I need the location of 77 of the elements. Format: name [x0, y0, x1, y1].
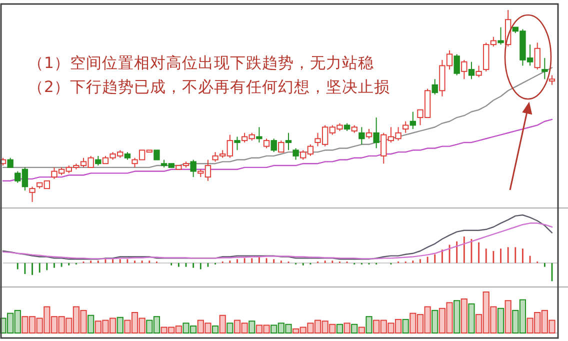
- bar: [344, 322, 350, 334]
- annotation: （1）空间位置相对高位出现下跌趋势，无力站稳: [28, 54, 374, 72]
- bar: [131, 312, 138, 334]
- bar: [410, 312, 416, 334]
- bar: [278, 322, 284, 334]
- bar: [548, 320, 556, 334]
- bar: [402, 318, 409, 334]
- bar: [468, 303, 475, 334]
- bar: [512, 310, 519, 334]
- bar: [424, 306, 431, 334]
- bar: [58, 316, 65, 334]
- bar: [373, 320, 380, 334]
- bar: [519, 299, 526, 334]
- bar: [292, 328, 300, 334]
- bar: [28, 316, 36, 334]
- bar: [36, 318, 43, 334]
- bar: [160, 326, 168, 334]
- bar: [285, 324, 292, 334]
- bar: [110, 318, 116, 334]
- bar: [366, 316, 372, 334]
- bar: [197, 320, 204, 334]
- bar: [50, 316, 58, 334]
- bar: [388, 322, 394, 334]
- bar: [94, 320, 102, 334]
- bar: [504, 300, 512, 334]
- bar: [314, 320, 322, 334]
- bar: [241, 322, 248, 334]
- bar: [102, 320, 109, 334]
- bar: [124, 320, 131, 334]
- bar: [300, 326, 306, 334]
- bar: [256, 324, 262, 334]
- bar: [146, 320, 153, 334]
- bar: [234, 320, 241, 334]
- bar: [168, 326, 175, 334]
- bar: [446, 302, 453, 334]
- bar: [190, 326, 197, 334]
- bar: [204, 322, 212, 334]
- bar: [526, 318, 534, 334]
- bar: [454, 300, 460, 334]
- annotation: （2）下行趋势已成，不必再有任何幻想，坚决止损: [28, 78, 390, 96]
- bar: [476, 314, 482, 334]
- bar: [138, 318, 146, 334]
- bar: [358, 326, 365, 334]
- bar: [175, 326, 182, 334]
- bar: [270, 324, 278, 334]
- bar: [248, 320, 256, 334]
- bar: [490, 306, 497, 334]
- bar: [153, 316, 160, 334]
- bar: [416, 314, 424, 334]
- bar: [541, 310, 548, 334]
- bar: [212, 326, 219, 334]
- bar: [88, 314, 94, 334]
- bar: [380, 320, 387, 334]
- bar: [219, 314, 226, 334]
- bar: [80, 310, 87, 334]
- bar: [351, 324, 358, 334]
- bar: [336, 324, 344, 334]
- bar: [14, 310, 21, 334]
- bar: [497, 308, 504, 334]
- bar: [307, 322, 314, 334]
- bar: [329, 324, 336, 334]
- bar: [394, 318, 402, 334]
- bar: [116, 316, 124, 334]
- bar: [7, 312, 14, 334]
- bar: [72, 306, 80, 334]
- bar: [438, 308, 446, 334]
- bar: [44, 306, 50, 334]
- bar: [460, 298, 468, 334]
- bar: [263, 324, 270, 334]
- bar: [322, 320, 328, 334]
- bar: [432, 310, 438, 334]
- bar: [66, 318, 72, 334]
- bar: [534, 312, 541, 334]
- bar: [182, 322, 190, 334]
- bar: [482, 292, 490, 334]
- bar: [226, 322, 234, 334]
- bar: [22, 316, 28, 334]
